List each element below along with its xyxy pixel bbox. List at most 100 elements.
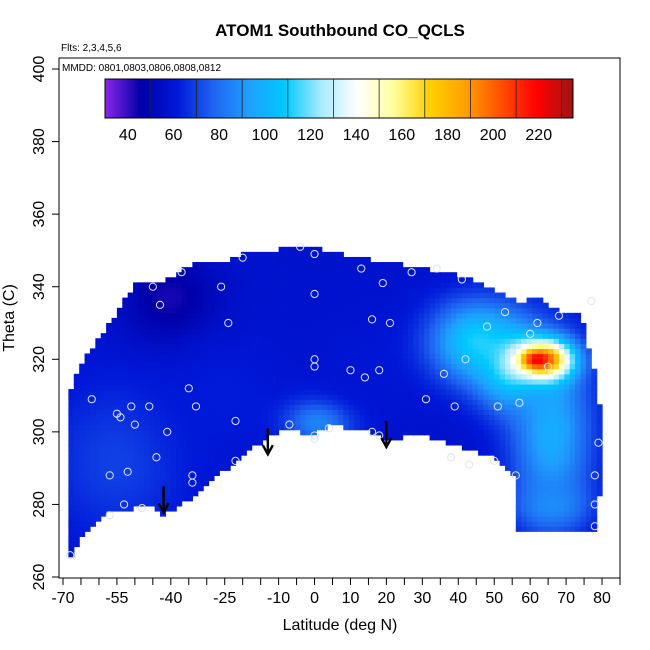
field-cell [310, 368, 317, 375]
field-cell [526, 500, 533, 507]
field-cell [203, 444, 210, 451]
field-cell [526, 394, 533, 400]
field-cell [186, 277, 193, 283]
field-cell [224, 292, 231, 299]
field-cell [246, 256, 253, 263]
field-cell [327, 317, 334, 324]
field-cell [591, 414, 598, 421]
field-cell [160, 317, 167, 324]
field-cell [499, 409, 506, 416]
field-cell [240, 450, 247, 456]
field-cell [73, 460, 80, 466]
field-cell [79, 399, 86, 405]
field-cell [337, 383, 344, 390]
field-cell [542, 399, 549, 405]
y-tick-label: 340 [31, 273, 48, 300]
field-cell [472, 317, 479, 324]
field-cell [537, 338, 544, 344]
field-cell [116, 358, 123, 365]
field-cell [176, 500, 183, 507]
field-cell [553, 363, 560, 370]
field-cell [434, 312, 441, 319]
field-cell [230, 373, 237, 380]
field-cell [68, 455, 75, 461]
field-cell [397, 277, 404, 283]
field-cell [407, 282, 414, 289]
field-cell [521, 480, 528, 487]
field-cell [553, 521, 560, 527]
field-cell [445, 277, 452, 283]
field-cell [575, 338, 582, 344]
field-cell [370, 267, 377, 273]
field-cell [251, 272, 258, 278]
field-cell [596, 419, 603, 426]
field-cell [499, 414, 506, 421]
field-cell [289, 256, 296, 263]
field-cell [461, 373, 468, 380]
field-cell [553, 510, 560, 517]
field-cell [273, 399, 280, 405]
field-cell [197, 328, 204, 334]
field-cell [472, 348, 479, 355]
field-cell [278, 267, 285, 273]
field-cell [402, 297, 409, 304]
field-cell [381, 282, 388, 289]
field-cell [208, 429, 215, 436]
field-cell [84, 470, 91, 476]
field-cell [521, 475, 528, 482]
field-cell [165, 455, 172, 461]
field-cell [219, 419, 226, 426]
field-cell [397, 363, 404, 370]
field-cell [461, 368, 468, 375]
field-cell [461, 389, 468, 395]
field-cell [407, 378, 414, 385]
field-cell [111, 328, 118, 334]
y-tick-label: 380 [31, 128, 48, 155]
field-cell [300, 272, 307, 278]
field-cell [526, 444, 533, 451]
field-cell [386, 399, 393, 405]
field-cell [149, 282, 156, 289]
field-cell [515, 363, 522, 370]
field-cell [116, 343, 123, 349]
field-cell [575, 434, 582, 441]
field-cell [348, 256, 355, 263]
field-cell [154, 358, 161, 365]
field-cell [122, 485, 129, 492]
field-cell [203, 383, 210, 390]
field-cell [257, 414, 264, 421]
field-cell [370, 272, 377, 278]
field-cell [332, 307, 339, 314]
field-cell [116, 460, 123, 466]
field-cell [359, 282, 366, 289]
field-cell [208, 470, 215, 476]
field-cell [208, 262, 215, 268]
field-cell [515, 338, 522, 344]
field-cell [548, 465, 555, 471]
field-cell [472, 282, 479, 289]
field-cell [300, 358, 307, 365]
field-cell [553, 439, 560, 446]
field-cell [429, 333, 436, 339]
field-cell [181, 490, 188, 497]
field-cell [305, 348, 312, 355]
field-cell [170, 353, 177, 360]
field-cell [548, 373, 555, 380]
field-cell [133, 460, 140, 466]
field-cell [510, 302, 517, 309]
field-cell [418, 429, 425, 436]
field-cell [521, 368, 528, 375]
field-cell [542, 510, 549, 517]
field-cell [278, 292, 285, 299]
field-cell [203, 424, 210, 431]
field-cell [494, 409, 501, 416]
field-cell [127, 490, 134, 497]
field-cell [321, 358, 328, 365]
field-cell [165, 419, 172, 426]
field-cell [138, 495, 145, 502]
field-cell [499, 317, 506, 324]
field-cell [213, 353, 220, 360]
field-cell [122, 312, 129, 319]
field-cell [537, 444, 544, 451]
field-cell [133, 323, 140, 329]
